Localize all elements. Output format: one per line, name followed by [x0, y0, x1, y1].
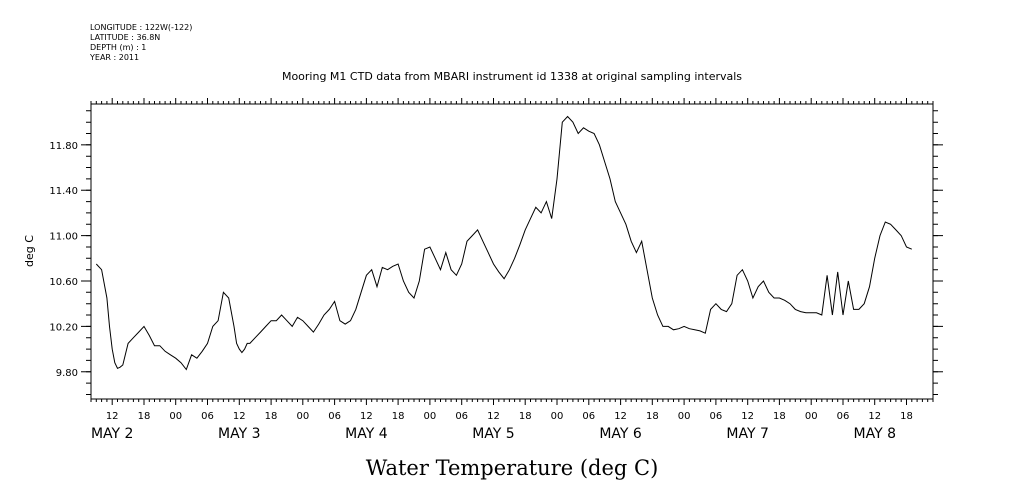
x-tick-label: 00: [805, 411, 818, 422]
x-axis-label: Water Temperature (deg C): [366, 456, 659, 480]
y-tick-label: 11.00: [49, 232, 78, 243]
x-tick-label: 00: [296, 411, 309, 422]
x-tick-label: 00: [424, 411, 437, 422]
x-day-label: MAY 2: [91, 426, 133, 442]
meta-longitude: LONGITUDE : 122W(-122): [90, 23, 192, 32]
minor-tick-marks: [86, 98, 938, 405]
x-tick-label: 00: [169, 411, 182, 422]
x-tick-label: 18: [773, 411, 786, 422]
meta-year: YEAR : 2011: [89, 53, 139, 62]
x-tick-label: 06: [837, 411, 850, 422]
x-tick-label: 18: [265, 411, 278, 422]
y-tick-label: 11.40: [49, 186, 78, 197]
x-tick-label: 18: [138, 411, 151, 422]
x-day-label: MAY 6: [599, 426, 642, 442]
x-tick-label: 12: [741, 411, 754, 422]
chart-title: Mooring M1 CTD data from MBARI instrumen…: [282, 70, 742, 83]
x-tick-label: 12: [360, 411, 373, 422]
meta-depth: DEPTH (m) : 1: [90, 43, 146, 52]
x-tick-label: 06: [455, 411, 468, 422]
y-tick-label: 10.60: [49, 277, 78, 288]
x-day-label: MAY 5: [472, 426, 514, 442]
x-tick-label: 12: [868, 411, 881, 422]
x-tick-label: 06: [582, 411, 595, 422]
x-tick-label: 12: [233, 411, 246, 422]
x-tick-label: 12: [106, 411, 119, 422]
x-tick-label: 18: [519, 411, 532, 422]
x-axis: 12 18 00 06 12 18 00 06 12 18 00 06 12 18 00 06 12 18 00 06…: [91, 411, 913, 442]
x-tick-label: 12: [614, 411, 627, 422]
x-day-label: MAY 7: [726, 426, 768, 442]
x-tick-label: 12: [487, 411, 500, 422]
y-tick-label: 10.20: [49, 322, 78, 333]
x-tick-label: 06: [328, 411, 341, 422]
x-day-label: MAY 3: [218, 426, 260, 442]
x-tick-label: 18: [392, 411, 405, 422]
x-tick-label: 18: [646, 411, 659, 422]
y-axis-label: deg C: [23, 235, 36, 267]
series-line-water-temperature: [95, 115, 912, 371]
x-day-label: MAY 4: [345, 426, 388, 442]
x-tick-label: 00: [678, 411, 691, 422]
y-axis: 9.80 10.20 10.60 11.00 11.40 11.80: [49, 141, 943, 379]
x-tick-label: 06: [201, 411, 214, 422]
y-tick-label: 11.80: [49, 141, 78, 152]
minor-ticks: [86, 98, 938, 405]
plot-frame: [90, 103, 934, 400]
y-tick-label: 9.80: [56, 368, 78, 379]
x-tick-label: 00: [551, 411, 564, 422]
header-metadata: LONGITUDE : 122W(-122) LATITUDE : 36.8N …: [89, 23, 192, 62]
x-tick-label: 18: [900, 411, 913, 422]
x-tick-label: 06: [710, 411, 723, 422]
meta-latitude: LATITUDE : 36.8N: [90, 33, 160, 42]
x-day-label: MAY 8: [854, 426, 896, 442]
